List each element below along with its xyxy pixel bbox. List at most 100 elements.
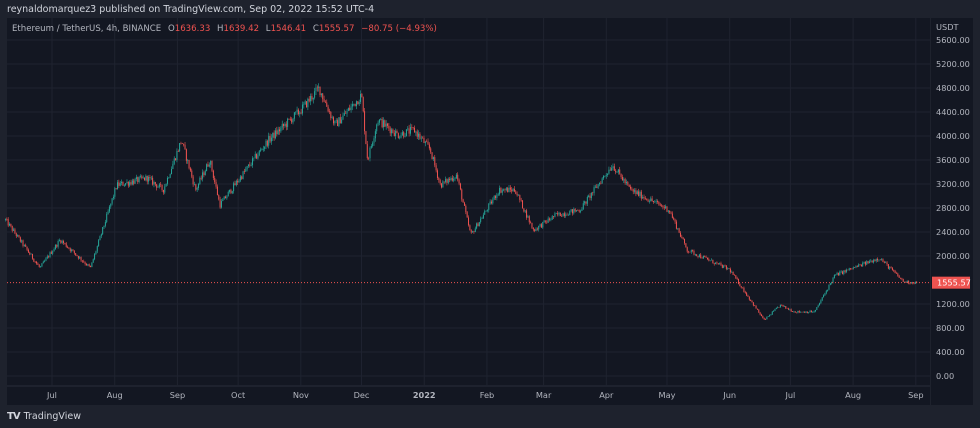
y-tick-label: 2000.00 (936, 251, 970, 261)
candle-body (684, 238, 686, 244)
candle-body (343, 113, 345, 116)
candle-body (540, 224, 542, 228)
candle-body (659, 204, 661, 206)
candle-body (318, 86, 320, 88)
candle-body (732, 271, 734, 275)
candle-body (500, 187, 502, 193)
candle-body (841, 271, 843, 274)
candle-body (125, 183, 127, 186)
candle-body (717, 263, 719, 264)
candle-body (314, 91, 316, 98)
candle-body (401, 132, 403, 136)
candle-body (635, 190, 637, 195)
candle-body (19, 237, 21, 242)
candle-body (607, 173, 609, 175)
candle-body (581, 209, 583, 211)
candle-body (220, 201, 222, 208)
candle-body (346, 110, 348, 114)
candle-body (40, 266, 42, 267)
candle-body (211, 160, 213, 171)
candle-body (754, 305, 756, 307)
y-tick-label: 4400.00 (936, 107, 970, 117)
candle-body (902, 279, 904, 282)
candle-body (640, 191, 642, 199)
candle-body (790, 309, 792, 312)
candle-body (752, 302, 754, 306)
candle-body (577, 210, 579, 211)
publisher-line: reynaldomarquez3 published on TradingVie… (7, 4, 375, 15)
x-tick-label: Sep (170, 390, 185, 400)
candle-body (748, 296, 750, 300)
candle-body (296, 109, 298, 112)
candle-body (108, 206, 110, 212)
candle-body (404, 136, 406, 137)
candle-body (75, 253, 77, 255)
candle-body (215, 182, 217, 187)
candle-body (465, 205, 467, 213)
candle-body (489, 201, 491, 204)
candle-body (478, 222, 480, 227)
candle-body (252, 158, 254, 166)
candle-body (185, 149, 187, 161)
candle-body (372, 142, 374, 146)
candle-body (781, 304, 783, 306)
candle-body (805, 311, 807, 313)
candle-body (808, 312, 810, 313)
candle-body (593, 187, 595, 193)
candle-body (303, 103, 305, 105)
candle-body (289, 118, 291, 120)
candle-body (445, 179, 447, 183)
candle-body (214, 177, 216, 183)
candle-body (183, 143, 185, 145)
candle-body (308, 98, 310, 102)
candle-body (813, 311, 815, 313)
candle-body (608, 169, 610, 174)
candle-body (457, 174, 459, 180)
candle-body (60, 240, 62, 243)
candle-body (709, 260, 711, 261)
candle-body (847, 269, 849, 271)
candle-body (420, 137, 422, 139)
candle-body (87, 264, 89, 266)
candle-body (461, 189, 463, 200)
candle-body (330, 111, 332, 119)
candle-body (353, 103, 355, 105)
candle-body (584, 201, 586, 204)
price-axis[interactable] (931, 18, 973, 405)
candle-body (360, 94, 362, 102)
candle-body (547, 218, 549, 223)
candle-body (694, 254, 696, 255)
candle-body (391, 129, 393, 134)
candle-body (307, 98, 309, 108)
y-tick-label: 2800.00 (936, 203, 970, 213)
candle-body (168, 177, 170, 179)
candle-body (422, 137, 424, 139)
candle-body (839, 271, 841, 276)
candle-body (180, 143, 182, 144)
candle-body (9, 223, 11, 226)
candle-body (280, 127, 282, 132)
candle-body (469, 225, 471, 231)
x-tick-label: May (659, 390, 676, 400)
candle-body (436, 170, 438, 178)
candle-body (362, 97, 364, 112)
candle-body (905, 281, 907, 283)
candle-body (57, 241, 59, 247)
candle-body (370, 145, 372, 148)
candle-body (507, 188, 509, 193)
candle-body (646, 198, 648, 200)
candle-body (41, 263, 43, 267)
candle-body (655, 201, 657, 202)
candle-body (713, 263, 715, 265)
candle-body (679, 232, 681, 237)
candle-body (191, 170, 193, 177)
candle-body (658, 202, 660, 205)
candle-body (73, 250, 75, 254)
candle-body (407, 128, 409, 130)
candle-body (399, 137, 401, 139)
candle-body (238, 180, 240, 183)
candle-body (744, 291, 746, 293)
chart-pane[interactable] (7, 18, 930, 405)
tradingview-logo[interactable]: TV TradingView (7, 411, 81, 422)
